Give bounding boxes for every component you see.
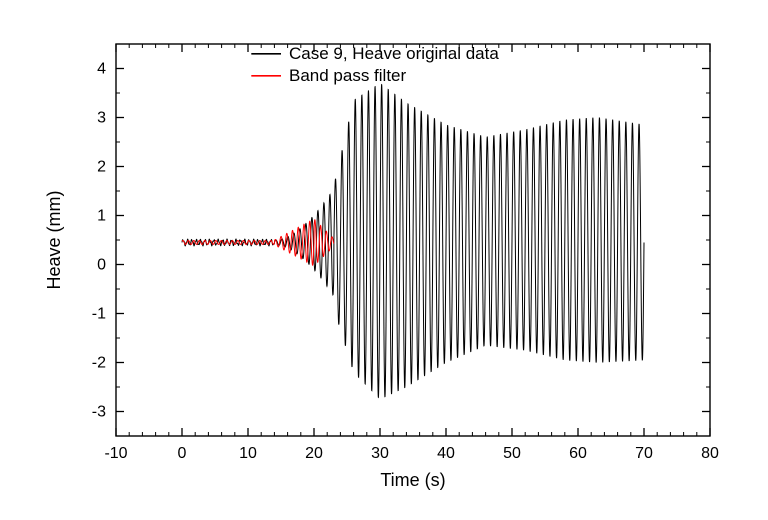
y-tick-label: 2 <box>97 159 106 176</box>
y-tick-label: -1 <box>92 306 106 323</box>
y-axis-label: Heave (mm) <box>44 190 64 289</box>
legend-label: Band pass filter <box>289 66 407 85</box>
x-tick-label: 30 <box>371 445 389 462</box>
y-tick-label: -2 <box>92 355 106 372</box>
x-tick-label: 20 <box>305 445 323 462</box>
x-tick-label: -10 <box>104 445 127 462</box>
y-tick-label: -3 <box>92 404 106 421</box>
chart-svg: -1001020304050607080Time (s)-3-2-101234H… <box>0 0 768 520</box>
x-tick-label: 40 <box>437 445 455 462</box>
x-tick-label: 60 <box>569 445 587 462</box>
figure-container: -1001020304050607080Time (s)-3-2-101234H… <box>0 0 768 520</box>
series-original-data <box>182 85 644 398</box>
y-tick-label: 3 <box>97 110 106 127</box>
x-tick-label: 70 <box>635 445 653 462</box>
plot-group <box>182 85 644 398</box>
y-tick-label: 4 <box>97 61 106 78</box>
x-tick-label: 50 <box>503 445 521 462</box>
x-tick-label: 80 <box>701 445 719 462</box>
x-tick-label: 10 <box>239 445 257 462</box>
legend-label: Case 9, Heave original data <box>289 44 499 63</box>
y-tick-label: 0 <box>97 257 106 274</box>
x-tick-label: 0 <box>178 445 187 462</box>
y-tick-label: 1 <box>97 208 106 225</box>
x-axis-label: Time (s) <box>380 470 445 490</box>
